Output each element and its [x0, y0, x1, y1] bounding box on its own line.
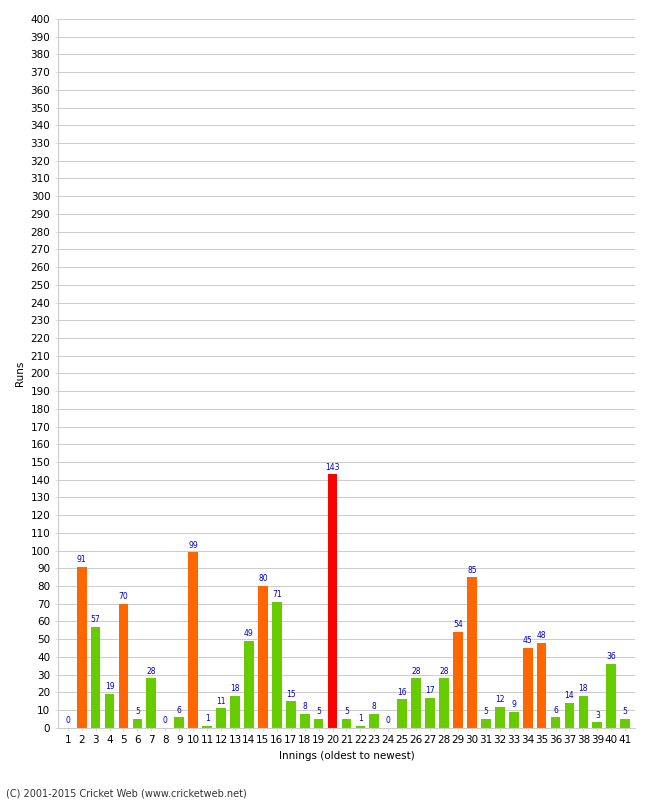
Bar: [133, 719, 142, 728]
Bar: [174, 717, 184, 728]
Text: 85: 85: [467, 566, 476, 574]
Text: 19: 19: [105, 682, 114, 691]
Bar: [230, 696, 240, 728]
Bar: [397, 699, 407, 728]
Bar: [118, 604, 128, 728]
Text: 49: 49: [244, 630, 254, 638]
Bar: [216, 708, 226, 728]
Text: 48: 48: [537, 631, 547, 640]
Text: 6: 6: [177, 706, 181, 714]
Bar: [495, 706, 504, 728]
Text: 16: 16: [397, 688, 407, 697]
Text: 5: 5: [135, 707, 140, 716]
Bar: [188, 552, 198, 728]
Text: 15: 15: [286, 690, 296, 698]
Bar: [481, 719, 491, 728]
Bar: [356, 726, 365, 728]
Bar: [258, 586, 268, 728]
X-axis label: Innings (oldest to newest): Innings (oldest to newest): [279, 751, 414, 761]
Text: 28: 28: [439, 666, 448, 675]
Bar: [105, 694, 114, 728]
Text: 17: 17: [425, 686, 435, 695]
Text: 143: 143: [325, 462, 340, 472]
Bar: [578, 696, 588, 728]
Text: 45: 45: [523, 637, 532, 646]
Bar: [606, 664, 616, 728]
Text: 9: 9: [512, 700, 516, 709]
Bar: [77, 566, 86, 728]
Text: 70: 70: [118, 592, 128, 601]
Bar: [244, 641, 254, 728]
Bar: [453, 632, 463, 728]
Text: 71: 71: [272, 590, 281, 599]
Text: 99: 99: [188, 541, 198, 550]
Bar: [146, 678, 156, 728]
Text: 5: 5: [316, 707, 321, 716]
Bar: [411, 678, 421, 728]
Bar: [328, 474, 337, 728]
Text: 5: 5: [344, 707, 349, 716]
Text: 18: 18: [578, 684, 588, 694]
Text: 8: 8: [302, 702, 307, 711]
Text: 1: 1: [205, 714, 209, 723]
Bar: [202, 726, 212, 728]
Text: 14: 14: [565, 691, 575, 700]
Text: 6: 6: [553, 706, 558, 714]
Text: 12: 12: [495, 695, 504, 704]
Text: 3: 3: [595, 711, 600, 720]
Bar: [91, 627, 101, 728]
Text: 18: 18: [230, 684, 240, 694]
Bar: [286, 702, 296, 728]
Text: 5: 5: [484, 707, 488, 716]
Bar: [314, 719, 324, 728]
Bar: [272, 602, 281, 728]
Text: 28: 28: [411, 666, 421, 675]
Text: (C) 2001-2015 Cricket Web (www.cricketweb.net): (C) 2001-2015 Cricket Web (www.cricketwe…: [6, 789, 247, 798]
Y-axis label: Runs: Runs: [15, 361, 25, 386]
Text: 28: 28: [147, 666, 156, 675]
Bar: [593, 722, 603, 728]
Bar: [551, 717, 560, 728]
Bar: [439, 678, 449, 728]
Bar: [509, 712, 519, 728]
Text: 0: 0: [386, 716, 391, 725]
Text: 0: 0: [163, 716, 168, 725]
Text: 11: 11: [216, 697, 226, 706]
Bar: [523, 648, 532, 728]
Text: 8: 8: [372, 702, 377, 711]
Bar: [425, 698, 435, 728]
Text: 57: 57: [91, 615, 101, 624]
Bar: [342, 719, 352, 728]
Text: 54: 54: [453, 621, 463, 630]
Text: 1: 1: [358, 714, 363, 723]
Text: 36: 36: [606, 652, 616, 662]
Text: 5: 5: [623, 707, 628, 716]
Bar: [300, 714, 309, 728]
Text: 0: 0: [65, 716, 70, 725]
Bar: [620, 719, 630, 728]
Bar: [467, 577, 477, 728]
Text: 80: 80: [258, 574, 268, 583]
Bar: [369, 714, 379, 728]
Text: 91: 91: [77, 555, 86, 564]
Bar: [537, 642, 547, 728]
Bar: [565, 703, 575, 728]
